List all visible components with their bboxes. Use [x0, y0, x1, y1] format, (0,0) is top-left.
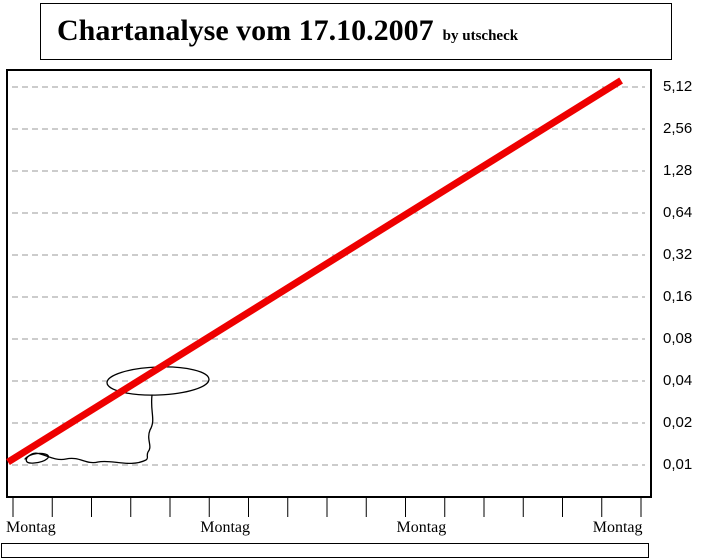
- plot-area: [6, 69, 652, 498]
- y-axis-tick-label: 0,02: [663, 414, 693, 431]
- y-axis-tick-label: 0,01: [663, 456, 693, 473]
- y-axis-tick-label: 0,08: [663, 330, 693, 347]
- y-axis-tick-label: 0,32: [663, 246, 693, 263]
- hand-drawn-doodle: [24, 366, 210, 465]
- chart-byline: by utscheck: [442, 28, 519, 44]
- doodle-squiggle: [24, 394, 154, 465]
- x-axis-tick-label: Montag: [396, 519, 447, 536]
- y-axis-tick-label: 1,28: [663, 162, 693, 179]
- y-axis-tick-label: 5,12: [663, 78, 693, 95]
- bottom-scrollbar-strip: [1, 543, 649, 558]
- chart-title-box: Chartanalyse vom 17.10.2007 by utscheck: [40, 3, 672, 60]
- x-axis-tick-label: Montag: [592, 519, 643, 536]
- x-axis-tick-label: Montag: [6, 519, 56, 536]
- y-axis-tick-label: 0,16: [663, 288, 693, 305]
- x-axis-tick-label: Montag: [200, 519, 251, 536]
- y-axis-tick-label: 0,04: [663, 372, 693, 389]
- y-axis-tick-label: 2,56: [663, 120, 693, 137]
- y-axis-tick-label: 0,64: [663, 204, 693, 221]
- series-trend-line: [6, 77, 623, 466]
- chart-title: Chartanalyse vom 17.10.2007: [57, 14, 434, 47]
